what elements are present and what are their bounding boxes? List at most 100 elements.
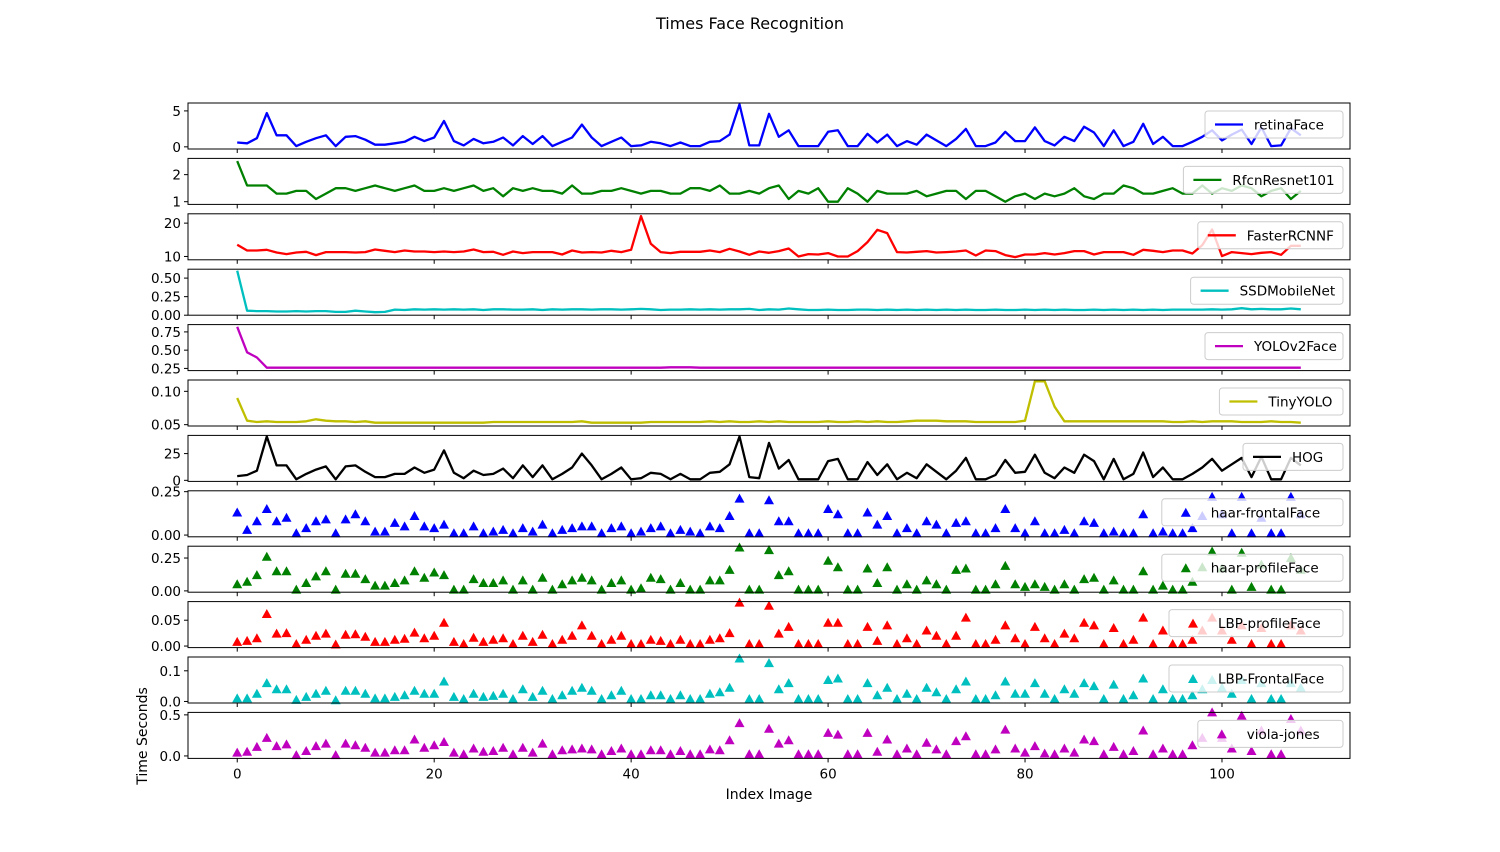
y-tick-label: 25 (164, 447, 181, 463)
data-point (931, 519, 942, 529)
data-point (1226, 688, 1237, 698)
data-point (379, 580, 390, 590)
data-point (508, 584, 518, 594)
data-point (340, 738, 351, 748)
data-point (842, 694, 853, 703)
legend-box (1168, 664, 1344, 693)
data-point (832, 617, 843, 627)
data-point (606, 523, 617, 533)
data-point (872, 519, 883, 529)
data-point (1108, 679, 1119, 689)
data-point (320, 628, 331, 638)
axes-frame (187, 268, 1351, 316)
data-point (1266, 528, 1277, 538)
data-point (508, 694, 518, 703)
data-point (508, 749, 518, 759)
data-point (379, 526, 390, 536)
data-point (458, 584, 469, 594)
data-point (882, 734, 893, 744)
data-point (1010, 688, 1021, 698)
data-point (921, 737, 932, 747)
data-point (547, 749, 558, 759)
axes-frame (187, 490, 1351, 538)
data-point (626, 528, 637, 538)
data-point (567, 523, 578, 533)
data-point (1039, 633, 1050, 643)
data-point (350, 629, 361, 639)
data-point (832, 673, 843, 683)
data-point (1187, 740, 1198, 750)
data-point (596, 639, 607, 648)
data-point (311, 571, 321, 581)
x-axis-label: Index Image (726, 787, 813, 803)
data-point (1207, 546, 1218, 556)
data-point (488, 578, 499, 587)
y-tick-label: 0.25 (151, 551, 181, 567)
y-tick-label: 0.50 (151, 271, 181, 287)
data-point (1079, 617, 1090, 627)
data-point (458, 639, 469, 648)
data-point (960, 563, 971, 573)
data-point (685, 639, 696, 648)
data-point (734, 542, 745, 552)
data-point (1069, 584, 1080, 594)
data-point (586, 575, 597, 585)
data-point (547, 528, 558, 538)
data-point (557, 634, 568, 644)
data-point (370, 580, 381, 590)
data-point (744, 584, 755, 594)
data-point (409, 566, 420, 576)
data-point (488, 634, 499, 644)
data-point (892, 749, 902, 759)
data-point (872, 635, 883, 645)
data-point (813, 584, 824, 594)
data-point (1029, 621, 1040, 631)
data-point (1157, 625, 1168, 635)
data-point (852, 749, 863, 759)
legend-swatch (1188, 674, 1198, 683)
data-point (1266, 584, 1277, 594)
y-tick-label: 0.00 (151, 639, 181, 655)
data-point (1226, 528, 1237, 538)
data-point (911, 694, 922, 703)
axes-frame (187, 324, 1351, 372)
data-point (1246, 528, 1257, 538)
data-point (537, 685, 548, 695)
data-point (704, 521, 715, 531)
data-point (1010, 523, 1021, 533)
data-point (704, 575, 715, 585)
data-point (1276, 639, 1287, 648)
data-point (636, 583, 646, 593)
data-point (498, 688, 509, 698)
data-point (1059, 743, 1070, 753)
data-point (311, 688, 321, 698)
data-point (970, 584, 981, 594)
data-point (330, 695, 341, 705)
data-point (645, 745, 656, 755)
legend-label: LBP-profileFace (1218, 616, 1321, 632)
data-point (803, 584, 814, 594)
data-point (281, 628, 292, 638)
data-point (645, 523, 656, 533)
data-point (655, 574, 666, 584)
data-point (1049, 749, 1060, 759)
axes-frame (187, 157, 1351, 205)
data-point (478, 578, 489, 587)
data-point (1118, 639, 1129, 648)
data-point (665, 639, 676, 648)
data-point (1108, 741, 1119, 751)
data-point (862, 727, 873, 737)
data-point (1167, 694, 1178, 703)
data-point (1177, 584, 1188, 594)
series-line (236, 214, 1301, 259)
axes-frame (187, 656, 1351, 704)
y-tick-label: 0.0 (160, 694, 181, 710)
y-tick-label: 0.50 (151, 343, 181, 359)
data-point (852, 639, 863, 648)
data-point (439, 519, 449, 529)
legend-label: HOG (1292, 450, 1323, 466)
data-point (842, 639, 853, 648)
data-point (242, 524, 253, 534)
y-tick-label: 0.75 (151, 325, 181, 341)
data-point (714, 745, 725, 755)
